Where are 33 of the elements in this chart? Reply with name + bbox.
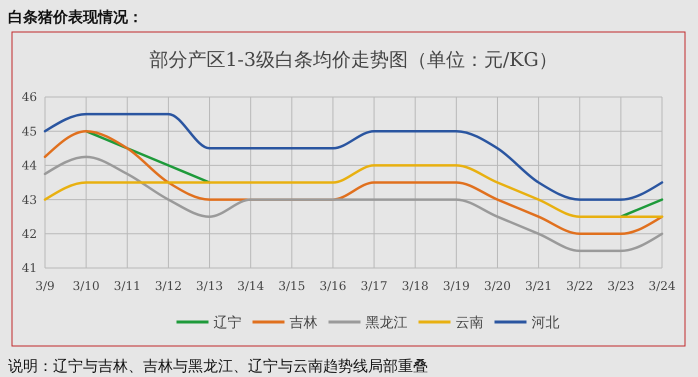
legend-label: 辽宁	[214, 314, 242, 331]
x-tick-label: 3/24	[648, 279, 676, 293]
text: 白条猪价表现情况：	[8, 8, 143, 26]
x-tick-label: 3/17	[360, 279, 388, 293]
legend-label: 河北	[532, 314, 560, 331]
x-tick-label: 3/21	[525, 279, 552, 293]
y-tick-label: 43	[22, 192, 37, 207]
chart-title: 部分产区1-3级白条均价走势图（单位：元/KG）	[149, 49, 558, 71]
x-tick-label: 3/19	[442, 279, 470, 293]
x-tick-label: 3/11	[114, 279, 141, 293]
x-tick-label: 3/14	[237, 279, 265, 293]
legend-label: 黑龙江	[366, 314, 408, 331]
y-tick-label: 44	[22, 158, 38, 173]
y-tick-label: 41	[22, 261, 37, 276]
x-tick-label: 3/20	[484, 279, 511, 293]
x-tick-label: 3/9	[35, 279, 55, 293]
x-tick-label: 3/23	[607, 279, 634, 293]
x-tick-label: 3/15	[278, 279, 306, 293]
x-tick-label: 3/12	[154, 279, 182, 293]
x-tick-label: 3/13	[196, 279, 224, 293]
y-tick-label: 42	[22, 227, 37, 241]
y-tick-label: 45	[22, 124, 37, 138]
line-series	[44, 164, 664, 218]
x-tick-label: 3/18	[402, 279, 429, 293]
x-tick-label: 3/22	[566, 279, 594, 293]
x-tick-label: 3/10	[72, 279, 100, 293]
text: 说明：辽宁与吉林、吉林与黑龙江、辽宁与云南趋势线局部重叠	[8, 357, 428, 375]
legend-label: 云南	[456, 314, 484, 331]
legend-label: 吉林	[290, 314, 318, 331]
line-series	[44, 112, 664, 201]
x-tick-label: 3/16	[319, 279, 346, 293]
y-tick-label: 46	[22, 90, 37, 104]
line-series	[44, 156, 664, 252]
